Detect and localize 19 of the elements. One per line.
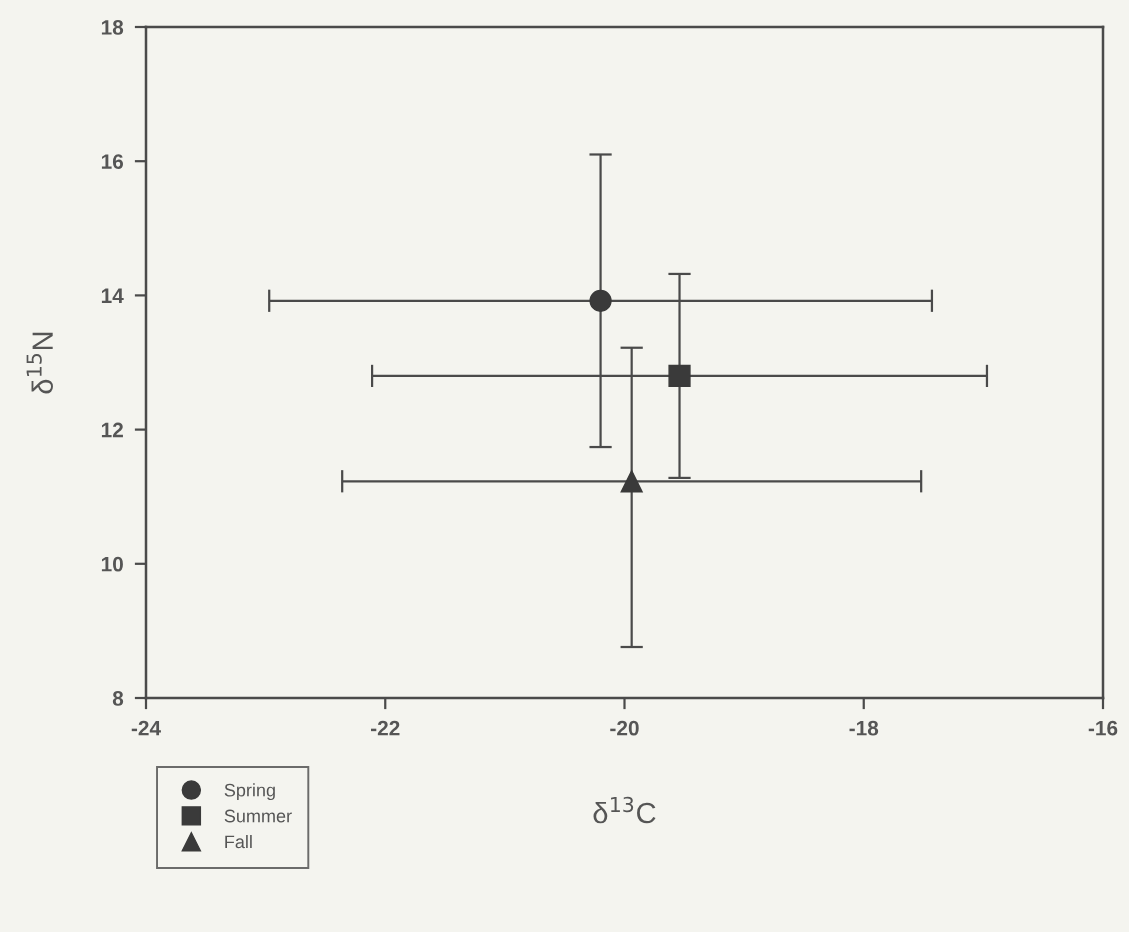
x-axis-title: δ$^{13}$C — [593, 796, 656, 824]
x-tick-label: -18 — [849, 720, 879, 736]
x-tick-label: -24 — [131, 720, 161, 736]
y-tick-label: 8 — [112, 691, 124, 706]
y-tick-label: 12 — [101, 422, 123, 438]
y-tick-label: 18 — [101, 20, 124, 35]
legend-label: Spring — [224, 783, 275, 801]
point — [620, 470, 643, 493]
x-tick-label: -22 — [371, 720, 400, 736]
x-tick-label: -20 — [610, 720, 639, 736]
point — [668, 364, 691, 388]
y-tick-label: 10 — [101, 556, 123, 572]
x-tick-label: -16 — [1088, 720, 1118, 736]
y-tick-label: 16 — [101, 154, 124, 169]
point — [589, 289, 612, 312]
y-tick-label: 14 — [101, 288, 124, 303]
y-axis-title: δ$^{15}$N — [26, 332, 53, 394]
legend-label: Summer — [224, 809, 292, 823]
legend-label: Fall — [225, 835, 252, 849]
